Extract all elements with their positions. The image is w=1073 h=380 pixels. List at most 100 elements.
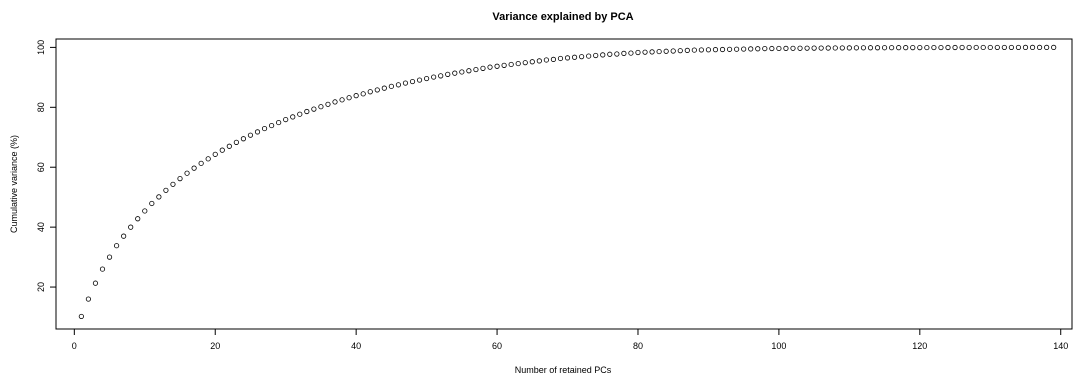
data-point	[550, 56, 557, 62]
data-point	[959, 44, 965, 51]
data-point	[748, 46, 754, 52]
data-point	[783, 45, 789, 51]
data-point	[811, 45, 817, 51]
data-point	[142, 208, 148, 214]
data-point	[564, 55, 571, 61]
data-point	[614, 51, 620, 57]
data-point	[586, 53, 592, 59]
data-point	[571, 54, 578, 60]
data-point	[762, 45, 768, 52]
data-point	[543, 57, 549, 63]
data-point	[156, 194, 162, 200]
data-point	[106, 254, 113, 260]
data-point	[677, 48, 683, 54]
data-point	[332, 99, 338, 105]
data-point	[78, 313, 84, 320]
data-point	[388, 83, 394, 89]
data-point	[480, 65, 486, 71]
data-point	[1022, 44, 1029, 50]
data-point	[297, 111, 303, 117]
data-point	[311, 106, 317, 112]
data-point	[240, 136, 247, 142]
data-point	[719, 46, 726, 53]
x-tick-label: 140	[1053, 341, 1068, 351]
data-point	[698, 47, 704, 53]
data-point	[487, 64, 493, 70]
data-point	[853, 45, 860, 51]
x-tick-label: 100	[771, 341, 786, 351]
x-tick-label: 60	[492, 341, 502, 351]
data-point	[860, 45, 867, 51]
data-point	[980, 44, 986, 51]
data-point	[832, 45, 838, 51]
data-point	[670, 48, 676, 54]
data-point	[867, 45, 874, 51]
data-point	[339, 97, 345, 103]
data-point	[346, 95, 352, 101]
data-point	[149, 200, 155, 207]
data-point	[438, 73, 444, 79]
data-point	[374, 87, 380, 93]
data-point	[205, 156, 211, 162]
y-tick-label: 20	[36, 282, 46, 292]
y-tick-label: 100	[36, 40, 46, 55]
data-point	[656, 48, 662, 55]
data-point	[121, 233, 127, 239]
data-point	[247, 132, 254, 138]
data-point	[846, 45, 852, 51]
y-axis: 20 40 60 80 100	[36, 40, 57, 292]
data-point	[726, 46, 733, 52]
data-point	[381, 85, 387, 91]
data-point	[741, 46, 747, 52]
data-point	[684, 47, 690, 53]
data-point	[987, 44, 993, 51]
data-point	[233, 139, 239, 145]
data-point	[290, 114, 296, 120]
data-point	[1051, 44, 1057, 50]
data-point	[776, 45, 782, 52]
data-point	[705, 47, 712, 53]
data-point	[966, 44, 972, 51]
data-point	[318, 104, 324, 110]
data-point	[261, 125, 268, 132]
data-point	[360, 91, 366, 97]
data-point	[917, 44, 923, 51]
data-point	[628, 50, 634, 56]
data-point	[945, 44, 951, 51]
data-point	[85, 296, 92, 302]
data-point	[522, 60, 528, 66]
data-point	[304, 108, 310, 115]
data-point	[212, 151, 218, 157]
data-point	[663, 48, 669, 54]
data-point	[466, 68, 472, 74]
data-point	[325, 101, 331, 107]
data-point	[268, 122, 275, 129]
x-tick-label: 80	[633, 341, 643, 351]
data-point	[508, 61, 514, 68]
data-point	[501, 62, 507, 68]
data-point	[219, 147, 225, 153]
data-point	[529, 59, 535, 65]
data-point	[825, 45, 831, 51]
x-tick-label: 0	[72, 341, 77, 351]
data-points	[78, 44, 1057, 320]
data-point	[621, 50, 627, 56]
data-point	[402, 80, 409, 86]
x-tick-label: 20	[210, 341, 220, 351]
data-point	[128, 224, 134, 230]
data-point	[910, 44, 916, 51]
data-point	[1008, 44, 1015, 51]
data-point	[579, 54, 585, 60]
data-point	[1036, 44, 1043, 50]
data-point	[1015, 44, 1022, 51]
y-axis-label: Cumulative variance (%)	[9, 135, 19, 233]
data-point	[191, 165, 197, 171]
data-point	[593, 52, 599, 59]
data-point	[424, 75, 430, 82]
data-point	[903, 45, 909, 51]
data-point	[416, 77, 423, 83]
data-point	[473, 66, 479, 73]
data-point	[1029, 44, 1036, 50]
data-point	[889, 45, 895, 51]
